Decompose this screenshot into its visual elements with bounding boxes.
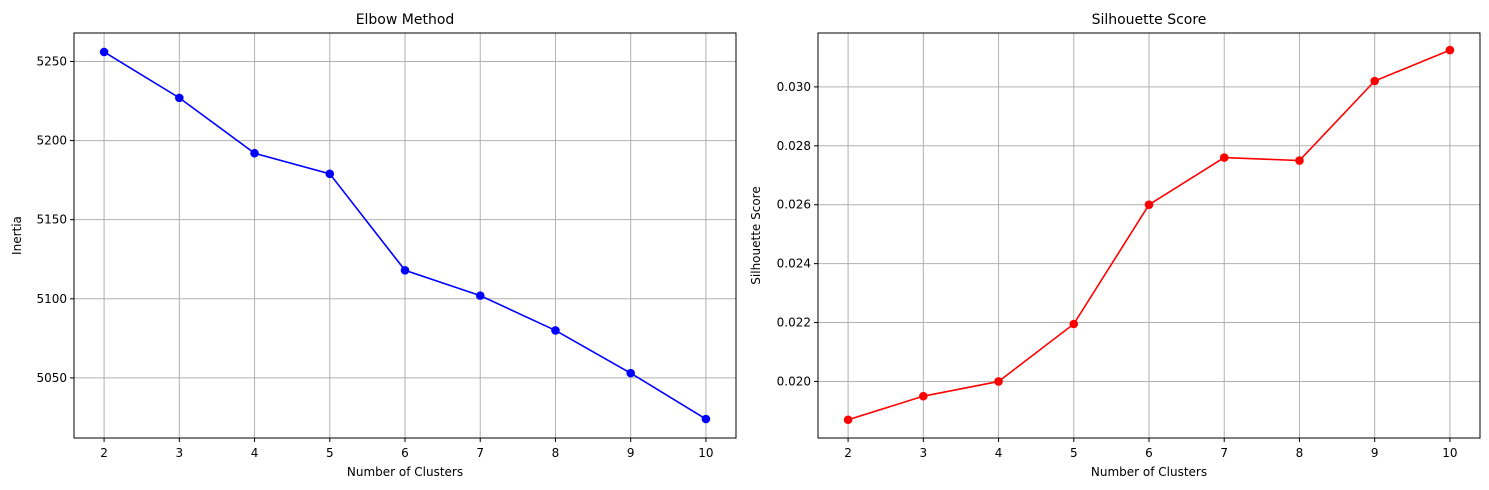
y-axis-label: Silhouette Score bbox=[749, 186, 763, 284]
data-point bbox=[1219, 153, 1229, 162]
x-tick-label: 9 bbox=[627, 446, 635, 460]
x-tick-label: 3 bbox=[175, 446, 183, 460]
y-tick-label: 0.026 bbox=[777, 198, 811, 212]
data-point bbox=[99, 47, 109, 57]
x-tick-label: 5 bbox=[326, 446, 334, 460]
x-tick-label: 6 bbox=[401, 446, 409, 460]
grid bbox=[74, 33, 736, 438]
data-point bbox=[475, 291, 485, 300]
data-point bbox=[701, 414, 711, 424]
x-tick-label: 5 bbox=[1070, 446, 1078, 460]
ticks: 2 3 4 5 6 7 8 9 10 0.020 0.022 0.024 0.026 0.028 0.030 bbox=[777, 80, 1458, 460]
x-axis-label: Number of Clusters bbox=[347, 465, 463, 479]
data-point bbox=[626, 368, 635, 378]
x-tick-label: 2 bbox=[844, 446, 852, 460]
series bbox=[843, 45, 1455, 425]
x-tick-label: 7 bbox=[1220, 446, 1228, 460]
x-tick-label: 7 bbox=[476, 446, 484, 460]
data-point bbox=[1069, 319, 1079, 329]
grid bbox=[818, 33, 1480, 438]
ticks: 2 3 4 5 6 7 8 9 10 5050 5100 5150 5200 5250 bbox=[36, 54, 713, 460]
x-tick-label: 10 bbox=[698, 446, 713, 460]
x-tick-label: 9 bbox=[1371, 446, 1379, 460]
x-tick-label: 4 bbox=[995, 446, 1003, 460]
x-tick-label: 10 bbox=[1442, 446, 1457, 460]
y-tick-label: 0.020 bbox=[777, 374, 811, 388]
data-point bbox=[1370, 76, 1379, 86]
series bbox=[99, 47, 711, 424]
y-tick-label: 0.022 bbox=[777, 316, 811, 330]
x-tick-label: 6 bbox=[1145, 446, 1153, 460]
y-tick-label: 0.030 bbox=[777, 80, 811, 94]
y-tick-label: 5200 bbox=[36, 134, 67, 148]
data-point bbox=[919, 391, 928, 401]
y-axis-label: Inertia bbox=[10, 216, 24, 255]
data-point bbox=[325, 169, 335, 179]
x-tick-label: 4 bbox=[251, 446, 259, 460]
data-point bbox=[994, 377, 1003, 386]
data-point bbox=[1144, 200, 1154, 210]
x-tick-label: 8 bbox=[1296, 446, 1304, 460]
y-tick-label: 5250 bbox=[36, 54, 67, 68]
y-tick-label: 5100 bbox=[36, 292, 67, 306]
x-tick-label: 8 bbox=[552, 446, 560, 460]
data-point bbox=[843, 415, 853, 425]
y-tick-label: 5150 bbox=[36, 213, 67, 227]
y-tick-label: 0.024 bbox=[777, 257, 811, 271]
data-point bbox=[175, 93, 184, 103]
x-tick-label: 2 bbox=[100, 446, 108, 460]
chart-title: Silhouette Score bbox=[1092, 12, 1207, 28]
x-axis-label: Number of Clusters bbox=[1091, 465, 1207, 479]
data-point bbox=[400, 266, 410, 275]
silhouette-score-chart: 2 3 4 5 6 7 8 9 10 0.020 0.022 0.024 0.026 0.028 0.030… bbox=[749, 12, 1481, 479]
data-point bbox=[551, 326, 560, 335]
elbow-method-chart: 2 3 4 5 6 7 8 9 10 5050 5100 5150 5200 5250 Elbow Met… bbox=[10, 12, 737, 479]
y-tick-label: 0.028 bbox=[777, 139, 811, 153]
y-tick-label: 5050 bbox=[36, 371, 67, 385]
data-point bbox=[1445, 45, 1455, 55]
data-point bbox=[1295, 156, 1304, 165]
chart-title: Elbow Method bbox=[356, 12, 455, 28]
x-tick-label: 3 bbox=[919, 446, 927, 460]
data-point bbox=[250, 148, 259, 158]
